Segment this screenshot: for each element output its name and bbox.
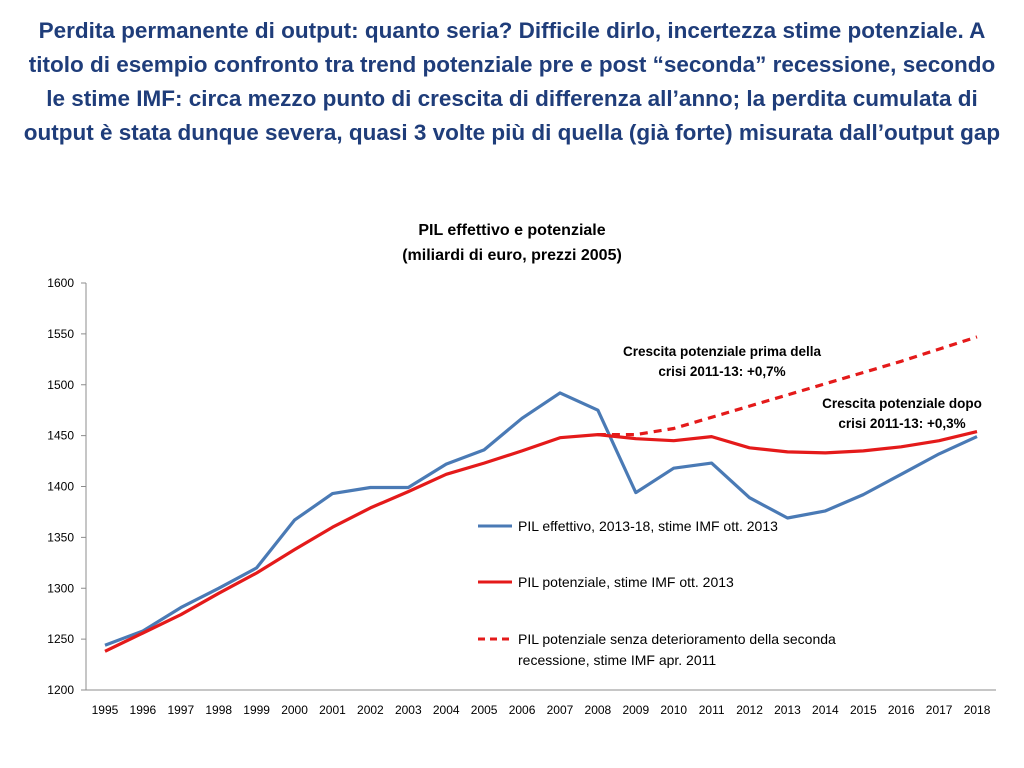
x-tick-label: 2007 bbox=[547, 703, 574, 717]
x-tick-label: 1996 bbox=[130, 703, 157, 717]
x-tick-label: 1997 bbox=[167, 703, 194, 717]
annotation-pre-line1: Crescita potenziale prima della bbox=[623, 344, 822, 359]
legend-label-potenziale-2011-line2: recessione, stime IMF apr. 2011 bbox=[518, 652, 716, 668]
x-tick-label: 2016 bbox=[888, 703, 915, 717]
x-tick-label: 2009 bbox=[622, 703, 649, 717]
x-tick-label: 2008 bbox=[585, 703, 612, 717]
x-tick-label: 1998 bbox=[205, 703, 232, 717]
y-tick-label: 1600 bbox=[47, 276, 74, 290]
y-tick-label: 1400 bbox=[47, 480, 74, 494]
x-tick-label: 2017 bbox=[926, 703, 953, 717]
annotation-post-line1: Crescita potenziale dopo bbox=[822, 396, 982, 411]
annotation-pre-line2: crisi 2011-13: +0,7% bbox=[658, 364, 785, 379]
x-tick-label: 2014 bbox=[812, 703, 839, 717]
y-tick-label: 1250 bbox=[47, 632, 74, 646]
y-tick-label: 1300 bbox=[47, 581, 74, 595]
x-tick-label: 2006 bbox=[509, 703, 536, 717]
chart-title: PIL effettivo e potenziale bbox=[418, 222, 605, 239]
x-tick-label: 2013 bbox=[774, 703, 801, 717]
series-line-2 bbox=[597, 335, 978, 437]
series-line-1 bbox=[104, 430, 978, 653]
legend-label-potenziale-2011-line1: PIL potenziale senza deterioramento dell… bbox=[518, 631, 836, 647]
legend-label-potenziale: PIL potenziale, stime IMF ott. 2013 bbox=[518, 574, 734, 590]
series-lines bbox=[104, 335, 978, 653]
x-tick-label: 2005 bbox=[471, 703, 498, 717]
x-tick-label: 2004 bbox=[433, 703, 460, 717]
y-tick-label: 1500 bbox=[47, 378, 74, 392]
series-line-0 bbox=[104, 391, 978, 647]
y-tick-label: 1550 bbox=[47, 327, 74, 341]
slide-headline: Perdita permanente di output: quanto ser… bbox=[23, 18, 1001, 145]
x-tick-label: 2002 bbox=[357, 703, 384, 717]
chart-subtitle: (miliardi di euro, prezzi 2005) bbox=[402, 247, 622, 264]
x-tick-label: 1995 bbox=[92, 703, 119, 717]
annotation-post-line2: crisi 2011-13: +0,3% bbox=[838, 416, 965, 431]
x-tick-label: 2012 bbox=[736, 703, 763, 717]
y-tick-label: 1350 bbox=[47, 530, 74, 544]
x-tick-label: 2001 bbox=[319, 703, 346, 717]
y-tick-label: 1450 bbox=[47, 429, 74, 443]
y-tick-label: 1200 bbox=[47, 683, 74, 697]
x-tick-label: 1999 bbox=[243, 703, 270, 717]
x-tick-label: 2018 bbox=[964, 703, 991, 717]
axes: 1200 1250 1300 1350 1400 1450 1500 1550 1600 1995… bbox=[47, 276, 996, 717]
x-tick-label: 2015 bbox=[850, 703, 877, 717]
legend: PIL effettivo, 2013-18, stime IMF ott. 2… bbox=[478, 518, 836, 668]
x-tick-label: 2000 bbox=[281, 703, 308, 717]
legend-label-effettivo: PIL effettivo, 2013-18, stime IMF ott. 2… bbox=[518, 518, 778, 534]
x-tick-label: 2011 bbox=[699, 703, 725, 717]
x-tick-label: 2003 bbox=[395, 703, 422, 717]
x-tick-label: 2010 bbox=[660, 703, 687, 717]
